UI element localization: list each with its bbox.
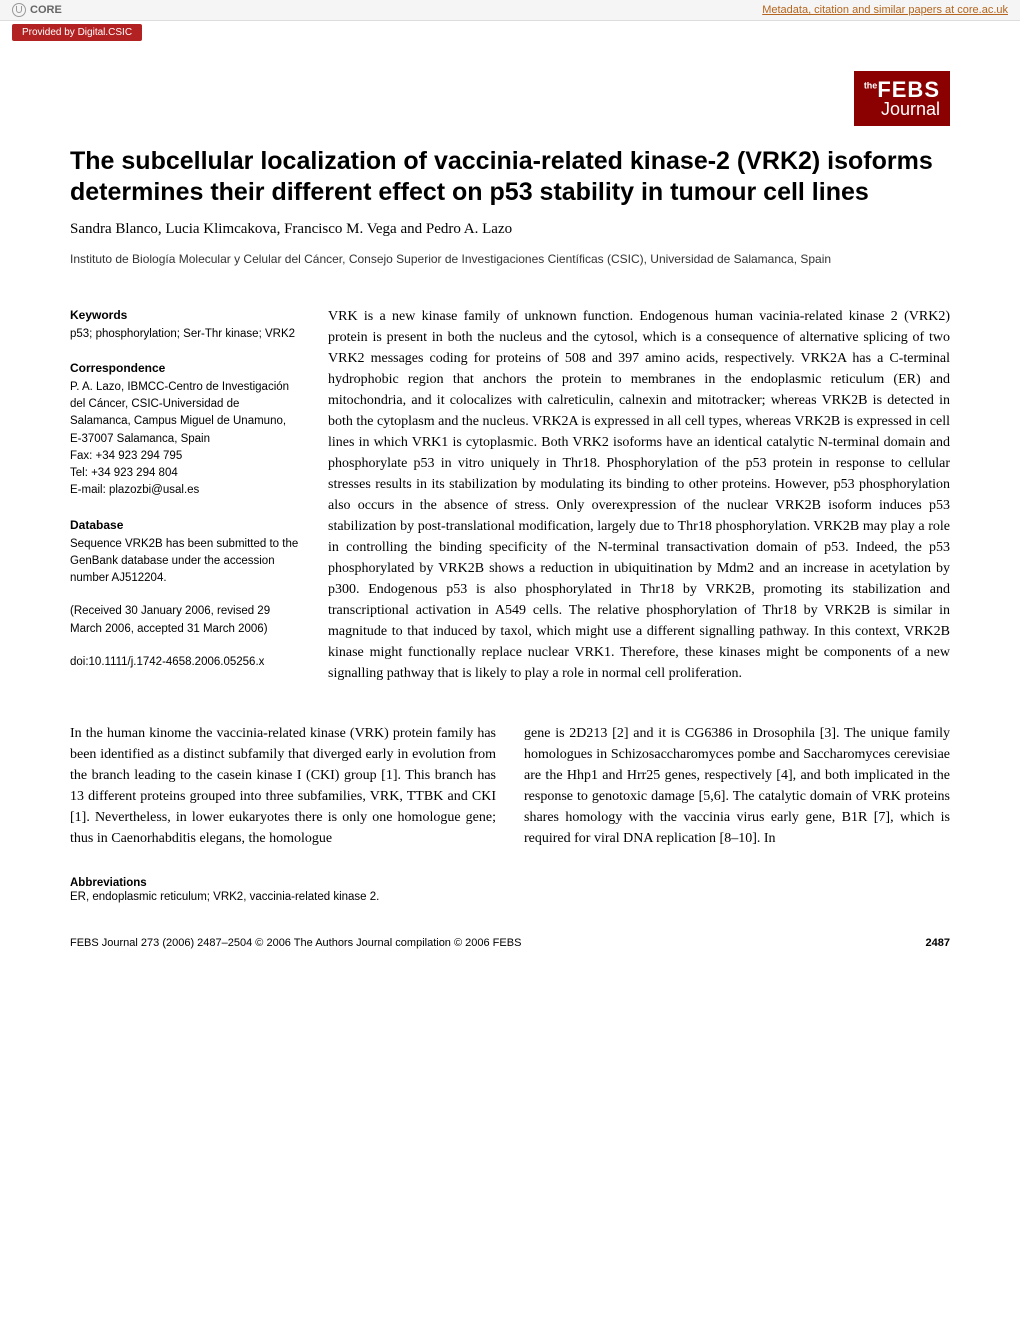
keywords-section: Keywords p53; phosphorylation; Ser-Thr k… bbox=[70, 306, 300, 343]
page-content: theFEBS Journal The subcellular localiza… bbox=[0, 41, 1020, 989]
correspondence-section: Correspondence P. A. Lazo, IBMCC-Centro … bbox=[70, 359, 300, 500]
footer-citation: FEBS Journal 273 (2006) 2487–2504 © 2006… bbox=[70, 937, 521, 949]
correspondence-heading: Correspondence bbox=[70, 359, 300, 377]
received-text: (Received 30 January 2006, revised 29 Ma… bbox=[70, 603, 300, 638]
core-metadata-link[interactable]: Metadata, citation and similar papers at… bbox=[762, 4, 1008, 16]
correspondence-fax: Fax: +34 923 294 795 bbox=[70, 448, 300, 465]
abbreviations-section: Abbreviations ER, endoplasmic reticulum;… bbox=[70, 877, 950, 903]
core-logo: CORE bbox=[12, 3, 62, 17]
correspondence-text: P. A. Lazo, IBMCC-Centro de Investigació… bbox=[70, 379, 300, 448]
abbreviations-heading: Abbreviations bbox=[70, 877, 950, 889]
article-title: The subcellular localization of vaccinia… bbox=[70, 146, 950, 209]
database-heading: Database bbox=[70, 516, 300, 534]
keywords-text: p53; phosphorylation; Ser-Thr kinase; VR… bbox=[70, 326, 300, 343]
body-columns: In the human kinome the vaccinia-related… bbox=[70, 723, 950, 849]
keywords-heading: Keywords bbox=[70, 306, 300, 324]
affiliation: Instituto de Biología Molecular y Celula… bbox=[70, 252, 950, 266]
journal-logo: theFEBS Journal bbox=[854, 71, 950, 126]
body-col-right: gene is 2D213 [2] and it is CG6386 in Dr… bbox=[524, 723, 950, 849]
journal-the: the bbox=[864, 81, 878, 91]
authors: Sandra Blanco, Lucia Klimcakova, Francis… bbox=[70, 221, 950, 238]
body-col-left: In the human kinome the vaccinia-related… bbox=[70, 723, 496, 849]
abstract-row: Keywords p53; phosphorylation; Ser-Thr k… bbox=[70, 306, 950, 688]
page-number: 2487 bbox=[926, 937, 950, 949]
core-logo-icon bbox=[12, 3, 26, 17]
core-banner: CORE Metadata, citation and similar pape… bbox=[0, 0, 1020, 21]
abbreviations-text: ER, endoplasmic reticulum; VRK2, vaccini… bbox=[70, 891, 950, 903]
sidebar: Keywords p53; phosphorylation; Ser-Thr k… bbox=[70, 306, 300, 688]
database-text: Sequence VRK2B has been submitted to the… bbox=[70, 536, 300, 588]
doi-section: doi:10.1111/j.1742-4658.2006.05256.x bbox=[70, 654, 300, 671]
received-section: (Received 30 January 2006, revised 29 Ma… bbox=[70, 603, 300, 638]
correspondence-email: E-mail: plazozbi@usal.es bbox=[70, 482, 300, 499]
abstract: VRK is a new kinase family of unknown fu… bbox=[328, 306, 950, 688]
page-footer: FEBS Journal 273 (2006) 2487–2504 © 2006… bbox=[70, 933, 950, 949]
provided-by-badge: Provided by Digital.CSIC bbox=[12, 24, 142, 41]
database-section: Database Sequence VRK2B has been submitt… bbox=[70, 516, 300, 588]
doi-text: doi:10.1111/j.1742-4658.2006.05256.x bbox=[70, 654, 300, 671]
core-logo-text: CORE bbox=[30, 4, 62, 16]
correspondence-tel: Tel: +34 923 294 804 bbox=[70, 465, 300, 482]
journal-journal: Journal bbox=[864, 99, 940, 120]
